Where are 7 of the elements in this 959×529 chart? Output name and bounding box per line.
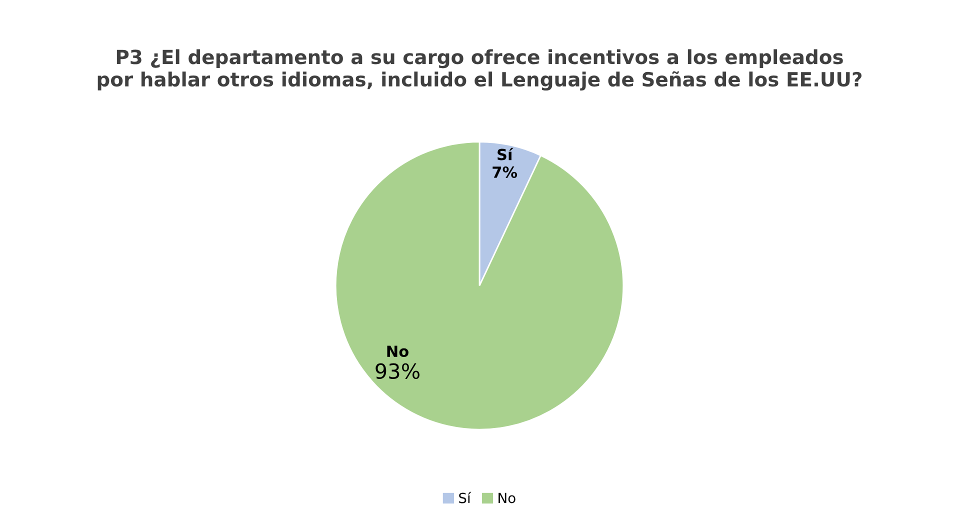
legend-label: Sí	[459, 492, 472, 504]
legend-label: No	[498, 492, 516, 504]
data-label: 93%	[376, 363, 420, 380]
slice-label: Sí	[498, 148, 514, 160]
data-label: 7%	[492, 166, 518, 178]
slice-label: No	[387, 346, 408, 358]
chart-title: P3 ¿El departamento a su cargo ofrece incentivos a los empleados por hablar otros idiomas, incluido el Lenguaje de Señas de los EE.UU?	[98, 49, 862, 91]
